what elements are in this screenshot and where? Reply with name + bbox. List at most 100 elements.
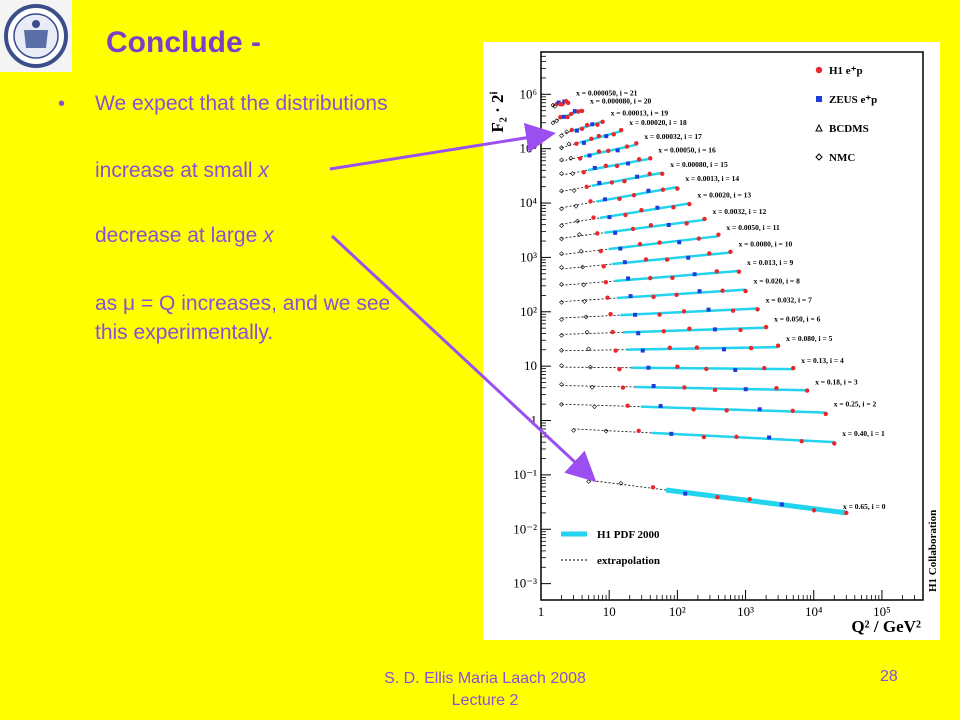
x-tick-label: 10³ [737, 604, 754, 619]
footer-author: S. D. Ellis Maria Laach 2008 Lecture 2 [340, 668, 630, 712]
zeus-point [646, 365, 651, 370]
nmc-point [581, 282, 587, 288]
q-increases-text: = Q increases, and we see [135, 292, 391, 315]
h1-point [620, 385, 626, 390]
extrapolation-curve [561, 142, 580, 148]
zeus-point [697, 289, 702, 294]
h1-point [603, 279, 609, 285]
h1-point [623, 212, 628, 218]
y-tick-label: 10⁶ [519, 86, 537, 101]
arrow-large-x [330, 234, 597, 483]
h1-point [707, 251, 712, 256]
x-tick-label: 10⁴ [805, 604, 823, 619]
h1-point [579, 126, 585, 132]
arrow-small-x [329, 122, 556, 171]
legend-band-label: H1 PDF 2000 [597, 529, 660, 541]
h1-point [702, 216, 707, 222]
bin-label: x = 0.0050, i = 11 [726, 223, 780, 232]
h1-point [691, 407, 696, 412]
zeus-point [655, 205, 660, 210]
bin-label: x = 0.13, i = 4 [801, 356, 844, 365]
zeus-point [646, 188, 651, 193]
h1-point [763, 324, 769, 330]
h1-point [588, 199, 593, 204]
zeus-point [613, 230, 618, 235]
zeus-point [597, 180, 602, 185]
h1-point [724, 408, 729, 413]
f2-chart: 1 10 10² 10³ 10⁴ 10⁵ 10⁻³ 10⁻² 10⁻¹ 1 10 10² 10³ 10⁴ 1… [488, 51, 939, 636]
bin-label: x = 0.00013, i = 19 [611, 109, 669, 118]
fit-curve [635, 385, 808, 392]
zeus-point [692, 272, 697, 277]
nmc-point [592, 404, 597, 410]
bullet-line-5: this experimentally. [95, 321, 274, 344]
nmc-point [589, 384, 595, 390]
h1-point [667, 345, 673, 351]
x-tick-label: 1 [538, 604, 545, 619]
h1-point [804, 388, 810, 393]
nmc-point [573, 203, 579, 209]
fit-curve [640, 405, 826, 414]
nmc-point [584, 329, 590, 335]
as-text: as [95, 292, 124, 315]
h1-point [648, 275, 653, 281]
zeus-point [677, 240, 682, 245]
y-tick-label: 10 [524, 358, 537, 373]
nmc-point [559, 264, 564, 270]
extrapolation-curve [561, 169, 589, 176]
extrapolation-curve [561, 297, 617, 303]
bin-label: x = 0.000080, i = 20 [590, 97, 652, 106]
fit-curve [622, 326, 767, 334]
nmc-point [559, 223, 564, 229]
nmc-point [559, 157, 564, 163]
h1-point [606, 148, 611, 154]
h1-point [775, 343, 781, 348]
h1-point [687, 326, 692, 331]
zeus-point [592, 165, 597, 170]
bullet-line-1: We expect that the distributions [95, 92, 388, 115]
zeus-point [666, 222, 671, 227]
h1-point [622, 178, 627, 184]
h1-point [648, 156, 653, 161]
nmc-point [583, 314, 589, 320]
nmc-point [566, 141, 572, 147]
y-tick-label: 10⁻¹ [513, 467, 537, 482]
zeus-point [743, 387, 748, 392]
h1-point [730, 308, 736, 313]
h1-point [601, 264, 606, 269]
h1-point [591, 215, 596, 220]
bin-label: x = 0.0080, i = 10 [738, 240, 792, 249]
nmc-point [568, 155, 574, 161]
nmc-point [586, 346, 592, 352]
zeus-point [721, 347, 726, 352]
bin-label: x = 0.050, i = 6 [774, 315, 821, 324]
h1-point [625, 403, 630, 408]
h1-point [671, 205, 676, 210]
bullet-line-2: increase at small x [95, 159, 269, 183]
h1-point [584, 184, 589, 189]
x-tick-label: 10² [669, 604, 686, 619]
h1-point [844, 510, 849, 516]
h1-point [643, 257, 649, 262]
y-tick-label: 10² [520, 304, 537, 319]
nmc-point [575, 218, 580, 224]
h1-point [600, 119, 605, 124]
h1-point [823, 411, 828, 417]
extrapolation-curve [561, 349, 627, 352]
extrapolation-curve [561, 263, 613, 270]
h1-point [657, 312, 662, 317]
h1-point [605, 295, 610, 300]
zeus-point [683, 491, 688, 496]
h1-point [595, 122, 600, 127]
h1-point [650, 485, 656, 490]
y-tick-label: 10³ [520, 249, 537, 264]
h1-point [736, 269, 742, 274]
zeus-point [767, 435, 772, 440]
h1-point [636, 157, 642, 162]
h1-point [734, 434, 739, 440]
y-axis-label: F₂ · 2ⁱ [488, 91, 507, 132]
zeus-point [733, 367, 738, 372]
h1-point [611, 132, 616, 137]
h1-point [639, 207, 644, 213]
bin-label: x = 0.032, i = 7 [766, 295, 813, 304]
